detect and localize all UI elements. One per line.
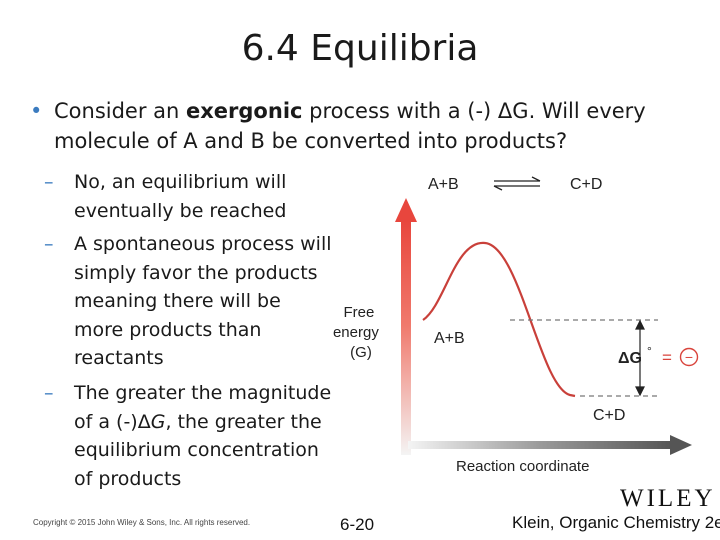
y-axis-label: Free energy (G) [333, 304, 383, 361]
sub-bullet-text: No, an equilibrium will eventually be re… [74, 171, 287, 222]
free-energy-axis-arrow [395, 198, 417, 455]
equation-reactants: A+B [428, 176, 459, 193]
main-bullet-text: Consider an exergonic process with a (-)… [54, 99, 646, 153]
page-number: 6-20 [340, 515, 375, 534]
delta-g-label: ΔG [618, 350, 642, 367]
wiley-logo: WILEY [620, 485, 716, 512]
sub-bullet-text: A spontaneous process will simply favor … [74, 233, 332, 369]
delta-g-degree: ° [647, 344, 652, 358]
product-label: C+D [593, 407, 625, 424]
delta-g-equals: = [662, 348, 672, 367]
x-axis-label: Reaction coordinate [456, 458, 589, 475]
svg-text:−: − [685, 349, 693, 365]
sub-bullet-dash: – [44, 233, 54, 255]
sub-bullet-text: The greater the magnitude of a (-)ΔG, th… [74, 382, 332, 490]
slide-title: 6.4 Equilibria [241, 28, 479, 69]
bullet-dot: • [30, 99, 43, 123]
energy-diagram: A+B C+D Free energy (G) Reaction coordin… [333, 176, 699, 475]
copyright-notice: Copyright © 2015 John Wiley & Sons, Inc.… [33, 518, 251, 527]
reaction-coordinate-axis-arrow [408, 435, 692, 455]
equilibrium-arrows-icon [493, 176, 541, 191]
delta-g-double-arrow-icon [635, 319, 645, 397]
reactant-label: A+B [434, 330, 465, 347]
negative-sign-icon: − [679, 347, 699, 367]
energy-curve [422, 241, 576, 398]
emphasis-exergonic: exergonic [186, 99, 303, 123]
sub-bullet-dash: – [44, 382, 54, 404]
sub-bullet-dash: – [44, 171, 54, 193]
equation-products: C+D [570, 176, 602, 193]
textbook-citation: Klein, Organic Chemistry 2e [512, 513, 720, 532]
